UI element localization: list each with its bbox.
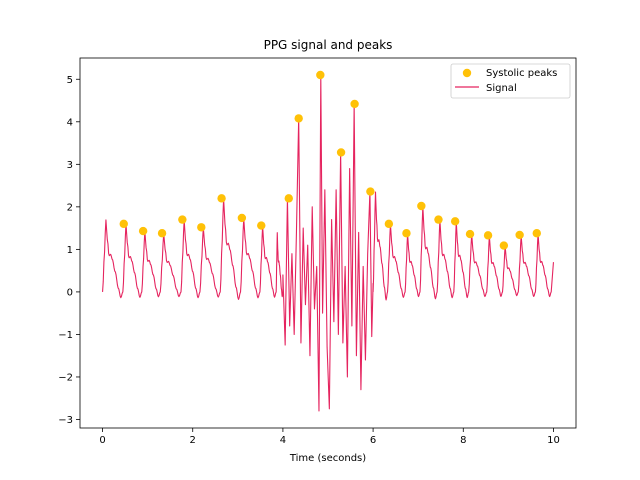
x-tick-label: 0 <box>99 435 105 446</box>
systolic-peak-point <box>465 229 475 239</box>
systolic-peak-point <box>138 226 148 236</box>
systolic-peak-point <box>350 99 359 109</box>
systolic-peak-point <box>402 229 411 238</box>
legend-marker-systolic-peaks <box>462 68 472 78</box>
systolic-peak-point <box>384 219 394 229</box>
y-tick-label: −2 <box>58 372 73 383</box>
y-tick-label: 0 <box>67 287 73 298</box>
systolic-peak-point <box>119 219 128 229</box>
systolic-peak-point <box>366 187 375 196</box>
plot-content <box>102 70 554 412</box>
legend-label-signal: Signal <box>486 83 517 94</box>
y-tick-label: −1 <box>58 330 73 341</box>
systolic-peak-point <box>178 215 187 224</box>
x-tick-label: 10 <box>547 435 560 446</box>
x-tick-label: 8 <box>460 435 466 446</box>
systolic-peak-point <box>316 70 325 80</box>
systolic-peak-point <box>515 230 524 240</box>
y-tick-label: 1 <box>67 245 73 256</box>
systolic-peak-point <box>417 201 426 211</box>
y-tick-label: 4 <box>67 117 73 128</box>
systolic-peak-point <box>257 221 266 230</box>
systolic-peak-point <box>157 229 167 238</box>
x-axis-label: Time (seconds) <box>289 453 366 464</box>
systolic-peak-point <box>336 148 346 157</box>
y-tick-label: 3 <box>67 160 73 171</box>
legend-box <box>450 63 571 99</box>
y-tick-label: −3 <box>58 415 73 426</box>
systolic-peak-point <box>450 217 460 226</box>
systolic-peak-point <box>532 229 541 238</box>
systolic-peak-point <box>499 241 509 250</box>
systolic-peak-point <box>434 215 443 224</box>
legend-label-systolic-peaks: Systolic peaks <box>486 68 557 79</box>
y-tick-label: 5 <box>67 75 73 86</box>
x-tick-label: 2 <box>190 435 196 446</box>
legend: Systolic peaks Signal <box>450 63 571 99</box>
systolic-peak-point <box>284 194 293 203</box>
systolic-peak-point <box>294 114 303 123</box>
systolic-peak-point <box>217 194 226 203</box>
chart-title: PPG signal and peaks <box>264 38 393 52</box>
x-tick-label: 4 <box>280 435 286 446</box>
systolic-peak-point <box>197 223 206 232</box>
systolic-peak-point <box>237 213 247 223</box>
plot-area <box>79 57 577 429</box>
x-tick-label: 6 <box>370 435 376 446</box>
axis-ticks: 0 2 4 6 8 10 −3 −2 −1 0 1 2 3 4 5 <box>58 75 560 446</box>
y-tick-label: 2 <box>67 202 73 213</box>
signal-line <box>102 74 554 412</box>
systolic-peak-point <box>483 231 493 240</box>
